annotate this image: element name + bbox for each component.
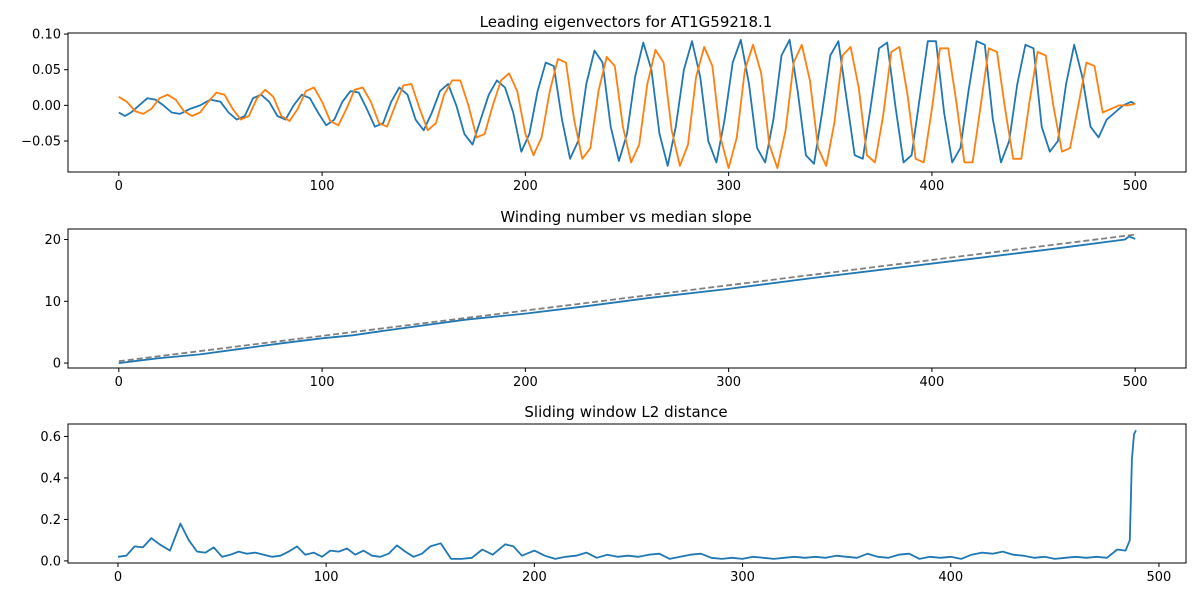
x-tick-label: 400	[919, 179, 944, 194]
x-tick-label: 300	[716, 375, 741, 390]
x-tick-label: 300	[730, 570, 755, 585]
x-tick-label: 200	[513, 375, 538, 390]
subplot-winding-number: Winding number vs median slope 0 100 200 30…	[44, 208, 1187, 390]
subplot-eigenvectors-title: Leading eigenvectors for AT1G59218.1	[480, 13, 773, 31]
plot-frame	[67, 423, 1187, 564]
series-line-1	[117, 429, 1137, 560]
y-tick-label: 0.2	[40, 513, 61, 528]
y-tick-label: −0.05	[21, 134, 61, 149]
x-tick-label: 400	[919, 375, 944, 390]
plot-frame	[67, 32, 1187, 173]
subplot-l2-distance: Sliding window L2 distance 0 100 200 300 400…	[40, 403, 1187, 585]
y-tick-label: 0.05	[32, 63, 61, 78]
series-line-1	[118, 38, 1136, 167]
x-tick-label: 100	[310, 179, 335, 194]
subplot-eigenvectors: Leading eigenvectors for AT1G59218.1 0 10…	[21, 13, 1187, 194]
x-tick-label: 0	[115, 179, 123, 194]
x-tick-label: 100	[310, 375, 335, 390]
x-tick-label: 200	[513, 179, 538, 194]
x-tick-label: 500	[1147, 570, 1172, 585]
y-tick-label: 10	[44, 295, 61, 310]
y-tick-label: 0.6	[40, 430, 61, 445]
x-tick-label: 200	[522, 570, 547, 585]
x-tick-label: 500	[1123, 375, 1148, 390]
plot-frame	[67, 228, 1187, 369]
x-tick-label: 400	[938, 570, 963, 585]
y-tick-label: 20	[44, 233, 61, 248]
y-tick-label: 0.4	[40, 471, 61, 486]
x-tick-label: 0	[114, 570, 122, 585]
series-line-1	[118, 235, 1136, 364]
x-tick-label: 300	[716, 179, 741, 194]
y-tick-label: 0	[53, 357, 61, 372]
subplot-winding-number-title: Winding number vs median slope	[500, 208, 751, 226]
series-line-2	[118, 43, 1136, 170]
x-tick-label: 500	[1123, 179, 1148, 194]
x-tick-label: 100	[314, 570, 339, 585]
y-tick-label: 0.00	[32, 99, 61, 114]
x-tick-label: 0	[115, 375, 123, 390]
y-tick-label: 0.10	[32, 28, 61, 43]
subplot-l2-distance-title: Sliding window L2 distance	[524, 403, 727, 421]
y-tick-label: 0.0	[40, 554, 61, 569]
